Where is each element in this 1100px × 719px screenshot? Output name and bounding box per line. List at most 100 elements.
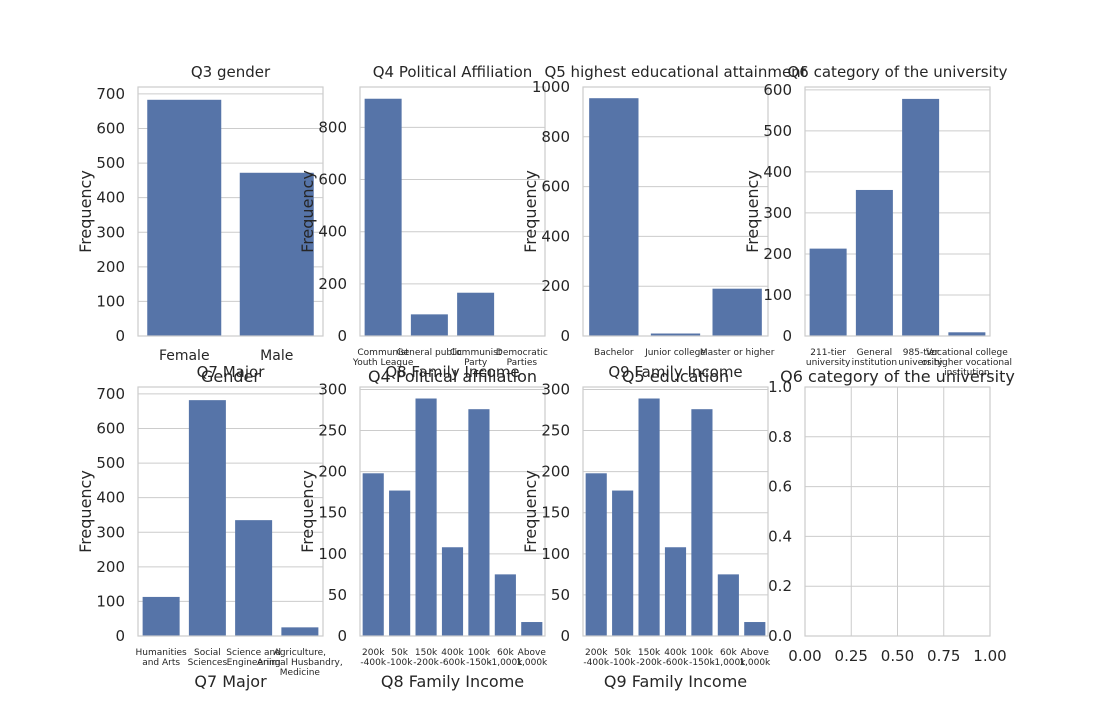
x-tick-label: and Arts <box>142 658 180 668</box>
y-tick-label: 800 <box>541 128 570 146</box>
x-tick-label: Communist <box>450 348 502 358</box>
bar <box>142 596 180 636</box>
y-axis-label: Frequency <box>743 170 762 253</box>
subplot-title: Q8 Family Income <box>385 363 519 381</box>
bar <box>650 333 701 336</box>
bar <box>664 547 687 636</box>
y-tick-label: 500 <box>763 122 792 140</box>
bar <box>441 547 464 636</box>
y-axis-label: Frequency <box>521 170 540 253</box>
x-tick-label: 200k <box>585 648 608 658</box>
x-tick-label: Junior college <box>644 348 706 358</box>
x-tick-label: -200k <box>636 658 662 668</box>
bar <box>521 622 543 636</box>
x-axis-label: Q7 Major <box>194 672 267 691</box>
y-tick-label: 200 <box>318 463 347 481</box>
y-tick-label: 300 <box>318 380 347 398</box>
x-tick-label: Humanities <box>136 648 188 658</box>
x-tick-label: 0.75 <box>927 647 960 665</box>
x-tick-label: 150k <box>638 648 661 658</box>
bar <box>415 398 437 636</box>
y-tick-label: 1.0 <box>768 378 792 396</box>
x-axis-label: Gender <box>201 367 260 386</box>
subplot-title: Q4 Political Affiliation <box>373 63 533 81</box>
bar <box>612 490 634 636</box>
y-tick-label: 0 <box>560 327 570 345</box>
y-tick-label: 0 <box>115 627 125 645</box>
x-tick-label: General <box>857 348 892 358</box>
y-tick-label: 200 <box>541 277 570 295</box>
x-axis-label: Q9 Family Income <box>604 672 747 691</box>
y-tick-label: 600 <box>96 420 125 438</box>
x-tick-label: Social <box>194 648 221 658</box>
x-tick-label: Youth League <box>352 358 414 368</box>
y-axis-label: Frequency <box>298 170 317 253</box>
y-tick-label: 400 <box>763 163 792 181</box>
y-tick-label: 500 <box>96 154 125 172</box>
x-tick-label: 60k <box>497 648 514 658</box>
x-tick-label: Sciences <box>188 658 228 668</box>
subplot-8: 0.00 0.25 0.50 0.75 1.00 0.0 0.2 0.4 0.6 0.8 1.0 <box>768 378 1007 665</box>
x-tick-label: Medicine <box>280 668 321 678</box>
y-tick-label: 600 <box>96 120 125 138</box>
y-tick-label: 250 <box>541 422 570 440</box>
x-tick-label: 100k <box>468 648 491 658</box>
y-tick-label: 400 <box>96 489 125 507</box>
bar <box>494 574 516 636</box>
x-tick-label: -150k <box>689 658 715 668</box>
x-tick-label: 100k <box>691 648 714 658</box>
axes-frame <box>582 386 769 637</box>
subplot-title: Q3 gender <box>191 63 271 81</box>
bar <box>809 248 847 336</box>
bar <box>281 627 319 636</box>
x-tick-label: -100k <box>387 658 413 668</box>
y-tick-label: 600 <box>541 178 570 196</box>
bar <box>855 189 893 336</box>
bar <box>389 490 411 636</box>
y-tick-label: 100 <box>96 292 125 310</box>
x-tick-label: -400k <box>360 658 386 668</box>
x-tick-label: 211-tier <box>810 348 846 358</box>
x-axis-label: Q6 category of the university <box>780 367 1015 386</box>
x-tick-label: 200k <box>362 648 385 658</box>
bar <box>948 332 986 336</box>
x-tick-label: Vocational college <box>926 348 1008 358</box>
x-tick-label: Communist <box>357 348 409 358</box>
y-tick-label: 200 <box>96 258 125 276</box>
bar <box>457 292 495 336</box>
y-tick-label: 500 <box>96 454 125 472</box>
subplot-7: 200k-400k 50k-100k150k-200k400k-600k100k-… <box>521 363 771 691</box>
x-tick-label: 0.00 <box>788 647 821 665</box>
y-tick-label: 700 <box>96 85 125 103</box>
x-tick-label: Science and <box>226 648 281 658</box>
y-tick-label: 0 <box>337 627 347 645</box>
x-tick-label: -1,000k <box>711 658 746 668</box>
x-tick-label: 985-tier <box>903 348 939 358</box>
subplot-6: 200k-400k 50k-100k150k-200k400k-600k100k-… <box>298 363 548 691</box>
x-tick-label: -150k <box>466 658 492 668</box>
x-tick-label: -200k <box>413 658 439 668</box>
bar <box>147 99 222 336</box>
x-tick-label: 400k <box>664 648 687 658</box>
x-tick-label: -100k <box>610 658 636 668</box>
x-tick-label: Parties <box>507 358 538 368</box>
x-tick-label: -600k <box>663 658 689 668</box>
axes-frame <box>804 386 991 637</box>
y-axis-label: Frequency <box>298 470 317 553</box>
y-tick-label: 400 <box>541 227 570 245</box>
x-tick-label: 1,000k <box>516 658 548 668</box>
y-tick-label: 100 <box>318 545 347 563</box>
bar <box>902 98 940 336</box>
y-tick-label: 0.0 <box>768 627 792 645</box>
bar <box>364 98 402 336</box>
x-tick-label: Engineering <box>227 658 281 668</box>
bar <box>585 473 607 636</box>
y-tick-label: 200 <box>763 245 792 263</box>
bar <box>712 288 762 336</box>
y-tick-label: 200 <box>318 275 347 293</box>
subplot-4: 211-tieruniversityGeneralinstitution985-… <box>743 63 1015 386</box>
